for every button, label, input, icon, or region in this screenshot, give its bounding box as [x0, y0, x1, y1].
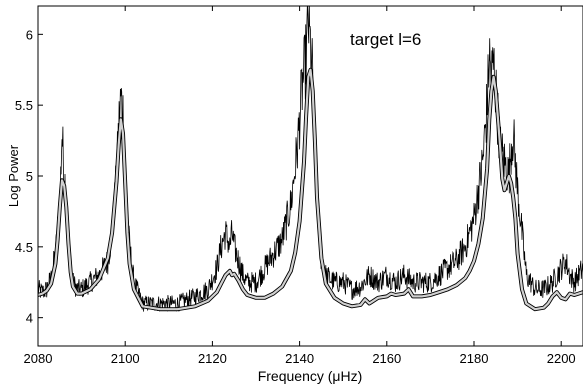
series-line-fit — [38, 68, 583, 311]
x-tick-label: 2080 — [24, 351, 53, 366]
y-tick-label: 4 — [26, 311, 33, 326]
axis-layer: 2080 2100 2120 2140 2160 2180 2200 4 4.5 5 5.5 6 — [15, 6, 576, 366]
x-tick-label: 2120 — [198, 351, 227, 366]
y-tick-label: 5.5 — [15, 98, 33, 113]
y-tick-label: 4.5 — [15, 240, 33, 255]
x-tick-label: 2180 — [460, 351, 489, 366]
y-axis-label: Log Power — [6, 144, 21, 207]
y-tick-label: 5 — [26, 169, 33, 184]
x-tick-label: 2160 — [372, 351, 401, 366]
x-tick-label: 2100 — [111, 351, 140, 366]
x-tick-label: 2140 — [285, 351, 314, 366]
series-layer — [38, 6, 583, 312]
annotation: target l=6 — [350, 30, 421, 49]
x-axis-label: Frequency (μHz) — [258, 368, 363, 384]
y-tick-label: 6 — [26, 27, 33, 42]
x-tick-label: 2200 — [547, 351, 576, 366]
